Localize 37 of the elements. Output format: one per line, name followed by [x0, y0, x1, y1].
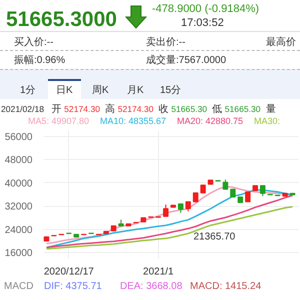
text: -478.9000 (-0.9184%): [152, 2, 260, 17]
text: 卖出价:--: [146, 36, 186, 50]
y-tick-label: 56000: [4, 132, 33, 143]
x-tick-label: 2021/1: [143, 266, 174, 278]
text: DEA: 3668.08: [120, 280, 182, 294]
text: 振幅:0.96%: [14, 54, 66, 68]
text: MA5: 49907.80: [28, 115, 90, 128]
text: 成交量:7567.0000: [146, 54, 226, 68]
text: 15分: [160, 84, 182, 98]
text: MA30:: [254, 115, 280, 128]
candlestick: [222, 179, 228, 190]
text: MACD: [4, 280, 34, 294]
text: 最高价: [266, 36, 296, 50]
candlestick: [185, 201, 191, 212]
text: 周K: [92, 84, 109, 98]
text: 日K: [56, 84, 73, 98]
text: 1分: [20, 84, 36, 98]
text: MA10: 48355.67: [100, 115, 166, 128]
annotation: 21365.70: [194, 232, 236, 242]
y-tick-label: 32000: [4, 202, 33, 213]
candlestick: [163, 204, 169, 217]
text: DIF: 4375.71: [44, 280, 102, 294]
candlestick: [245, 192, 251, 202]
y-tick-label: 16000: [4, 248, 33, 260]
y-tick-label: 48000: [4, 155, 33, 166]
line-series: [46, 206, 294, 250]
y-tick-label: 24000: [4, 224, 33, 236]
text: 2021/02/18 开 52174.30 高 52174.30 收 51665.30 低 51665.30 量: [1, 104, 276, 115]
text: 17:03:52: [181, 16, 224, 31]
chart-title: 51665.3000: [6, 7, 117, 33]
y-tick-label: 40000: [4, 178, 33, 190]
candlestick: [260, 185, 266, 197]
text: MACD: 1415.24: [190, 280, 262, 294]
text: 买入价:--: [14, 36, 54, 50]
text: 月K: [127, 84, 144, 98]
x-tick-label: 2020/12/17: [44, 266, 94, 278]
text: MA20: 42880.75: [177, 115, 244, 128]
